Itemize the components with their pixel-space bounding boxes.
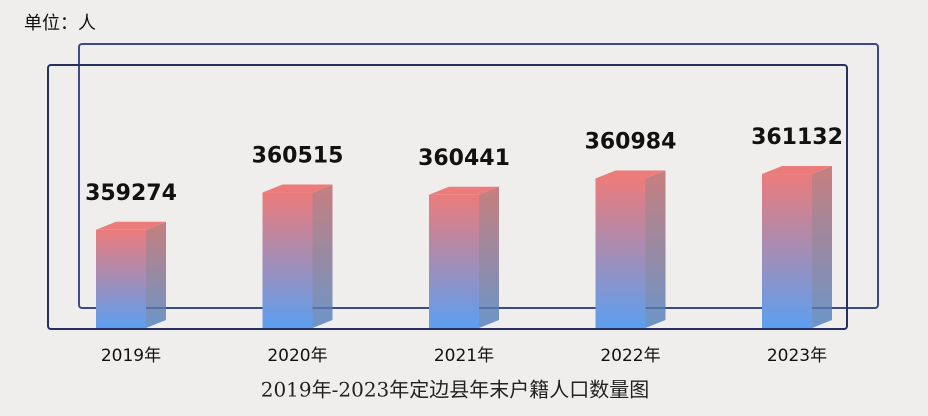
x-tick-label: 2023年 — [767, 346, 827, 366]
bar-top — [429, 186, 499, 195]
value-label: 360441 — [418, 146, 510, 171]
frame-outline — [47, 64, 848, 330]
x-tick-label: 2020年 — [267, 346, 327, 366]
value-label: 360984 — [585, 129, 677, 154]
bar-side — [645, 170, 666, 328]
bar — [762, 174, 812, 328]
bar-side — [146, 221, 166, 328]
bar-top — [595, 170, 666, 179]
bar — [262, 192, 313, 328]
chart-title: 2019年-2023年定边县年末户籍人口数量图 — [261, 378, 650, 402]
bar — [96, 229, 146, 328]
bar-top — [262, 184, 333, 193]
value-label: 360515 — [252, 144, 344, 169]
bar-top — [762, 166, 832, 175]
bar-top — [96, 221, 166, 230]
x-tick-label: 2022年 — [600, 346, 660, 366]
bar-side — [312, 184, 333, 328]
bar — [429, 194, 479, 328]
bar-side — [479, 186, 499, 328]
value-label: 361132 — [751, 125, 843, 150]
unit-label: 单位：人 — [24, 13, 96, 34]
bar-side — [812, 166, 832, 328]
x-tick-label: 2021年 — [434, 346, 494, 366]
x-tick-label: 2019年 — [101, 346, 161, 366]
value-label: 359274 — [85, 181, 177, 206]
bar — [595, 178, 646, 328]
